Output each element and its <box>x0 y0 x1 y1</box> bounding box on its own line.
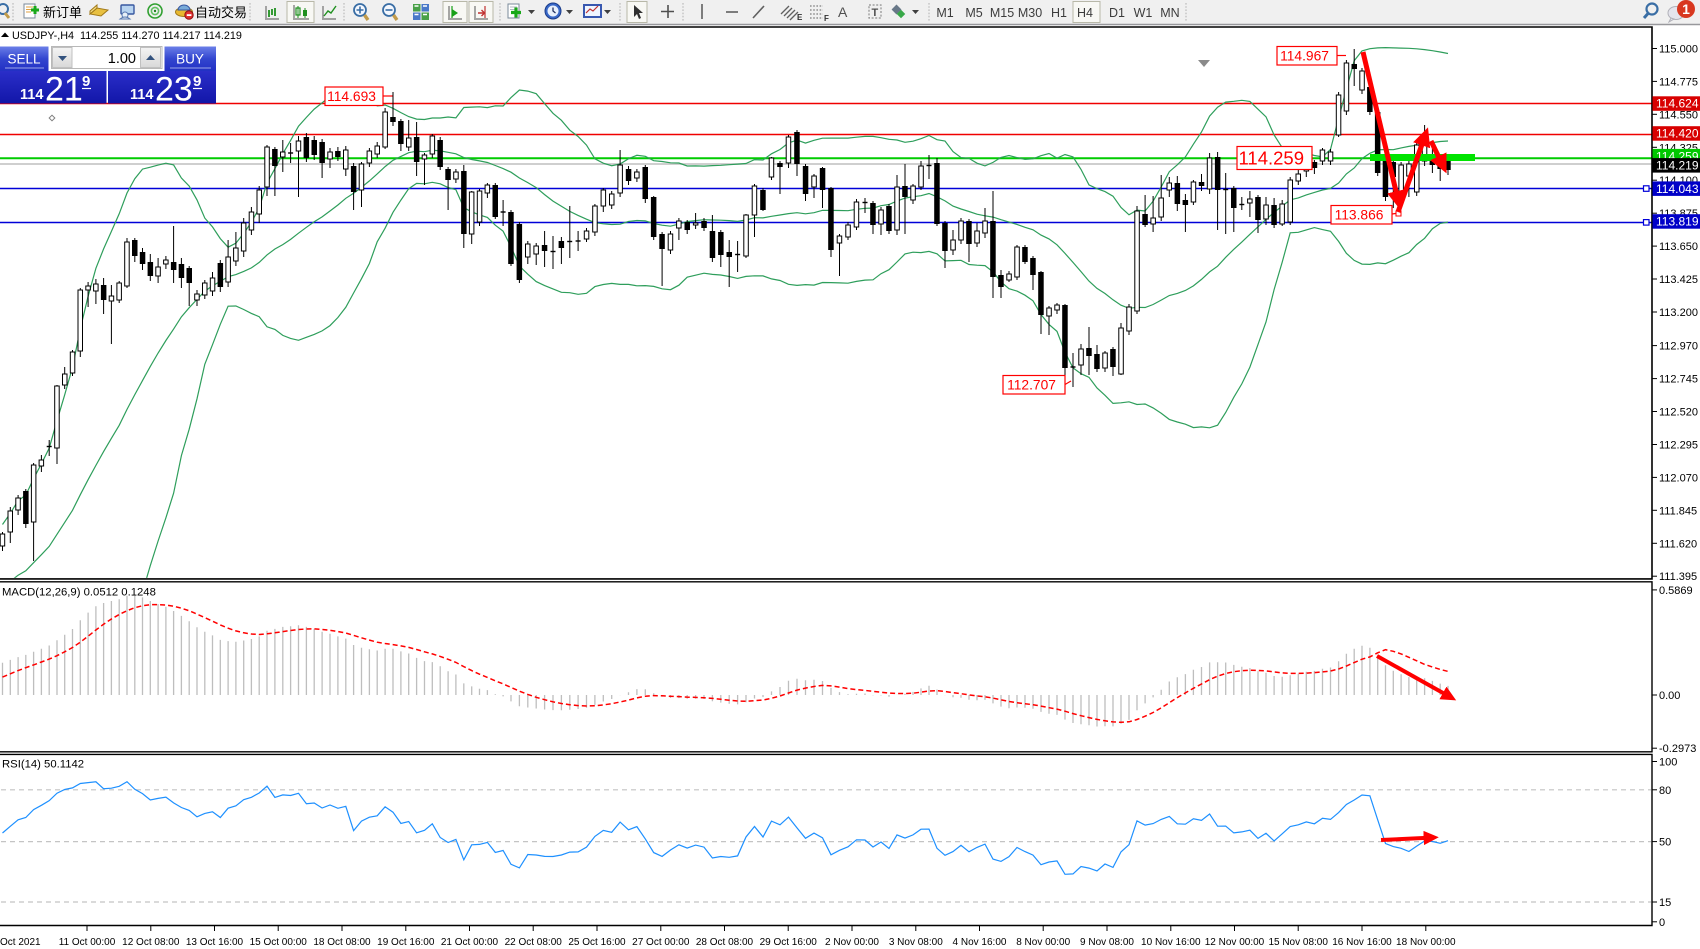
svg-text:自动交易: 自动交易 <box>195 5 247 20</box>
svg-text:25 Oct 16:00: 25 Oct 16:00 <box>568 937 626 948</box>
svg-text:50: 50 <box>1659 837 1671 849</box>
svg-text:M15: M15 <box>990 6 1014 20</box>
svg-text:2 Nov 00:00: 2 Nov 00:00 <box>825 937 879 948</box>
svg-text:12 Oct 08:00: 12 Oct 08:00 <box>122 937 180 948</box>
svg-text:9: 9 <box>193 73 201 90</box>
svg-text:29 Oct 16:00: 29 Oct 16:00 <box>760 937 818 948</box>
svg-text:114.043: 114.043 <box>1656 182 1699 196</box>
svg-text:112.295: 112.295 <box>1659 440 1698 452</box>
svg-text:Oct 2021: Oct 2021 <box>0 937 41 948</box>
svg-text:W1: W1 <box>1134 6 1153 20</box>
svg-text:16 Nov 16:00: 16 Nov 16:00 <box>1332 937 1392 948</box>
svg-text:11 Oct 00:00: 11 Oct 00:00 <box>59 937 116 948</box>
svg-text:114: 114 <box>130 87 153 103</box>
svg-text:112.970: 112.970 <box>1659 341 1698 353</box>
svg-text:21: 21 <box>45 71 83 109</box>
svg-text:115.000: 115.000 <box>1659 44 1698 56</box>
svg-text:9: 9 <box>82 73 90 90</box>
svg-text:12 Nov 00:00: 12 Nov 00:00 <box>1205 937 1265 948</box>
svg-text:BUY: BUY <box>176 52 204 67</box>
svg-text:114.219: 114.219 <box>1656 159 1699 173</box>
svg-text:15: 15 <box>1659 897 1671 909</box>
svg-text:19 Oct 16:00: 19 Oct 16:00 <box>377 937 435 948</box>
svg-text:15 Nov 08:00: 15 Nov 08:00 <box>1268 937 1328 948</box>
svg-text:9 Nov 08:00: 9 Nov 08:00 <box>1080 937 1134 948</box>
svg-text:114.967: 114.967 <box>1280 49 1329 64</box>
svg-text:13 Oct 16:00: 13 Oct 16:00 <box>186 937 244 948</box>
svg-text:D1: D1 <box>1109 6 1125 20</box>
svg-text:114.775: 114.775 <box>1659 76 1698 88</box>
svg-text:114.624: 114.624 <box>1656 97 1699 111</box>
svg-text:111.620: 111.620 <box>1659 538 1697 550</box>
svg-text:0: 0 <box>1659 917 1665 929</box>
svg-text:113.200: 113.200 <box>1659 307 1698 319</box>
svg-text:0.00: 0.00 <box>1659 690 1680 702</box>
svg-text:27 Oct 00:00: 27 Oct 00:00 <box>632 937 690 948</box>
svg-text:112.745: 112.745 <box>1659 374 1698 386</box>
svg-text:1.00: 1.00 <box>108 51 136 67</box>
svg-text:114.420: 114.420 <box>1656 127 1699 141</box>
svg-text:A: A <box>838 4 848 20</box>
svg-text:114.259: 114.259 <box>1239 148 1305 169</box>
svg-text:RSI(14) 50.1142: RSI(14) 50.1142 <box>2 759 84 771</box>
svg-text:0.5869: 0.5869 <box>1659 585 1693 597</box>
svg-text:1: 1 <box>1682 1 1690 17</box>
svg-text:M30: M30 <box>1018 6 1042 20</box>
svg-text:100: 100 <box>1659 757 1677 769</box>
svg-text:112.520: 112.520 <box>1659 407 1698 419</box>
svg-text:15 Oct 00:00: 15 Oct 00:00 <box>250 937 308 948</box>
svg-text:MN: MN <box>1160 6 1179 20</box>
svg-text:4 Nov 16:00: 4 Nov 16:00 <box>953 937 1007 948</box>
svg-text:18 Nov 00:00: 18 Nov 00:00 <box>1396 937 1456 948</box>
svg-text:113.866: 113.866 <box>1335 208 1384 223</box>
svg-text:H1: H1 <box>1051 6 1067 20</box>
svg-text:-0.2973: -0.2973 <box>1659 743 1696 755</box>
svg-text:113.819: 113.819 <box>1656 215 1699 229</box>
svg-text:8 Nov 00:00: 8 Nov 00:00 <box>1016 937 1070 948</box>
svg-text:3 Nov 08:00: 3 Nov 08:00 <box>889 937 943 948</box>
svg-text:22 Oct 08:00: 22 Oct 08:00 <box>505 937 563 948</box>
svg-text:MACD(12,26,9) 0.0512 0.1248: MACD(12,26,9) 0.0512 0.1248 <box>2 587 156 599</box>
svg-text:111.845: 111.845 <box>1659 505 1697 517</box>
svg-text:21 Oct 00:00: 21 Oct 00:00 <box>441 937 499 948</box>
svg-text:111.395: 111.395 <box>1659 571 1697 583</box>
svg-text:28 Oct 08:00: 28 Oct 08:00 <box>696 937 754 948</box>
svg-text:M1: M1 <box>936 6 953 20</box>
svg-text:E: E <box>797 13 803 22</box>
svg-text:H4: H4 <box>1077 6 1093 20</box>
svg-text:F: F <box>824 14 829 23</box>
svg-text:114.550: 114.550 <box>1659 109 1698 121</box>
svg-text:23: 23 <box>155 71 193 109</box>
svg-text:M5: M5 <box>965 6 982 20</box>
svg-text:113.425: 113.425 <box>1659 274 1698 286</box>
svg-text:SELL: SELL <box>7 52 41 67</box>
svg-text:新订单: 新订单 <box>43 5 82 20</box>
svg-text:USDJPY-,H4 114.255 114.270 11: USDJPY-,H4 114.255 114.270 114.217 114.2… <box>12 30 242 42</box>
svg-text:18 Oct 08:00: 18 Oct 08:00 <box>313 937 371 948</box>
svg-text:114.693: 114.693 <box>327 89 376 104</box>
svg-text:114: 114 <box>20 87 43 103</box>
svg-text:113.650: 113.650 <box>1659 241 1698 253</box>
svg-text:112.070: 112.070 <box>1659 472 1698 484</box>
svg-text:112.707: 112.707 <box>1007 378 1056 393</box>
svg-text:T: T <box>872 7 879 19</box>
svg-text:80: 80 <box>1659 785 1671 797</box>
svg-text:10 Nov 16:00: 10 Nov 16:00 <box>1141 937 1201 948</box>
